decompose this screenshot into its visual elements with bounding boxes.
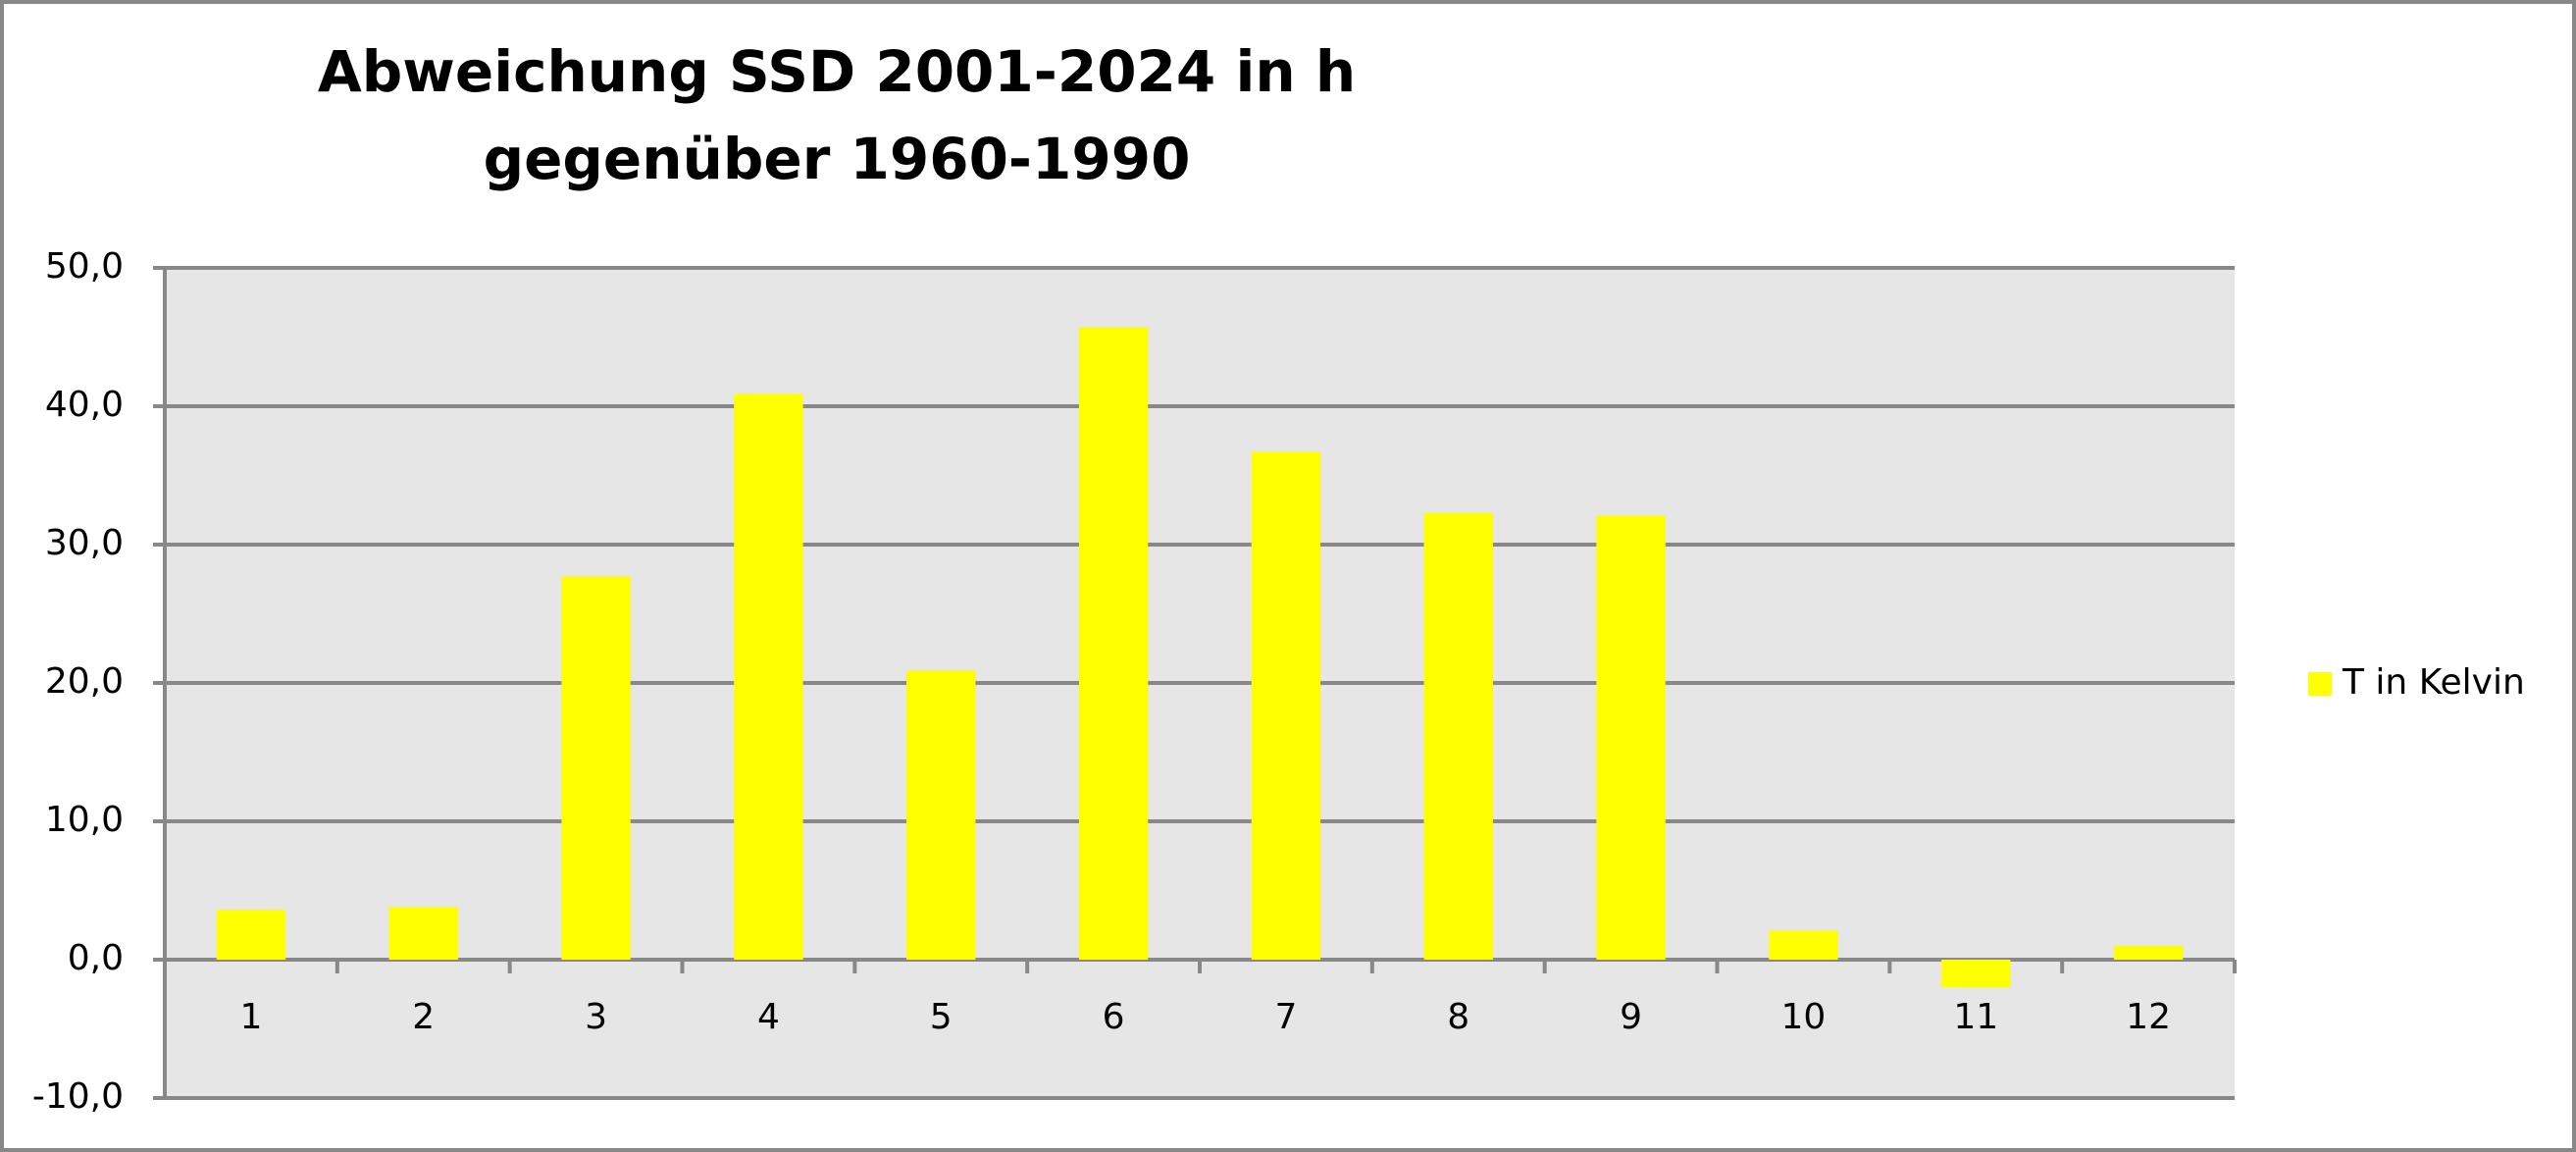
- x-tick-label: 6: [1103, 997, 1125, 1037]
- chart-title: gegenüber 1960-1990: [484, 126, 1191, 192]
- bar: [1078, 327, 1149, 960]
- x-tick-label: 1: [239, 997, 262, 1037]
- legend-swatch: [2308, 672, 2332, 696]
- x-tick-label: 3: [585, 997, 607, 1037]
- x-tick-label: 2: [412, 997, 435, 1037]
- x-tick-label: 8: [1447, 997, 1469, 1037]
- y-tick-label: 0,0: [68, 938, 124, 978]
- bar: [2113, 945, 2184, 960]
- x-tick-label: 9: [1620, 997, 1642, 1037]
- chart-title: Abweichung SSD 2001-2024 in h: [318, 38, 1356, 105]
- bar: [1596, 515, 1666, 960]
- y-tick-label: 20,0: [45, 661, 124, 702]
- y-tick-label: 40,0: [45, 385, 124, 425]
- legend-label: T in Kelvin: [2342, 662, 2525, 703]
- x-tick-label: 5: [930, 997, 953, 1037]
- bar: [1769, 930, 1838, 960]
- bar: [1423, 512, 1493, 960]
- y-tick-label: 30,0: [45, 523, 124, 563]
- bar: [1941, 960, 2011, 988]
- bar: [734, 393, 803, 960]
- bar: [906, 670, 976, 960]
- x-tick-label: 11: [1953, 997, 1998, 1037]
- bar: [1251, 451, 1321, 960]
- bar: [388, 907, 458, 960]
- bar: [561, 576, 631, 960]
- y-tick-label: 10,0: [45, 800, 124, 840]
- x-tick-label: 4: [757, 997, 780, 1037]
- y-tick-label: -10,0: [32, 1076, 124, 1117]
- y-tick-label: 50,0: [45, 246, 124, 287]
- bar: [216, 910, 286, 960]
- x-tick-label: 12: [2126, 997, 2171, 1037]
- x-tick-label: 7: [1274, 997, 1297, 1037]
- x-tick-label: 10: [1781, 997, 1827, 1037]
